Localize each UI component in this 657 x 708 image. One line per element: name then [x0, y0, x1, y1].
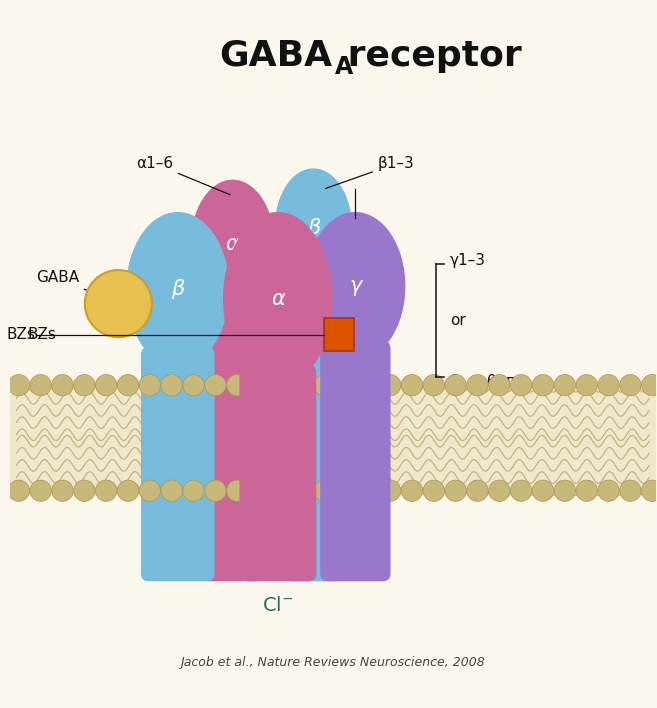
Circle shape	[8, 480, 30, 501]
Circle shape	[401, 480, 422, 501]
Circle shape	[248, 480, 270, 501]
Circle shape	[357, 480, 379, 501]
Text: β: β	[307, 218, 320, 238]
Circle shape	[380, 375, 401, 396]
Circle shape	[270, 375, 292, 396]
Circle shape	[642, 480, 657, 501]
Circle shape	[30, 480, 51, 501]
Text: A: A	[334, 55, 353, 79]
Text: GABA: GABA	[35, 270, 116, 302]
Circle shape	[270, 480, 292, 501]
Ellipse shape	[275, 169, 352, 288]
Ellipse shape	[306, 212, 405, 360]
Circle shape	[336, 375, 357, 396]
Ellipse shape	[223, 212, 332, 387]
Circle shape	[292, 375, 313, 396]
Circle shape	[489, 480, 510, 501]
Text: δ, ε, θ, π: δ, ε, θ, π	[450, 375, 516, 389]
Circle shape	[314, 480, 335, 501]
Circle shape	[445, 375, 466, 396]
Circle shape	[467, 480, 488, 501]
Ellipse shape	[126, 212, 229, 367]
Text: BZs: BZs	[28, 327, 57, 342]
Circle shape	[510, 480, 532, 501]
Circle shape	[401, 375, 422, 396]
FancyBboxPatch shape	[320, 341, 390, 581]
Circle shape	[74, 375, 95, 396]
FancyBboxPatch shape	[284, 270, 342, 581]
Circle shape	[336, 480, 357, 501]
Circle shape	[227, 375, 248, 396]
Circle shape	[85, 270, 152, 337]
Circle shape	[118, 375, 139, 396]
Circle shape	[532, 375, 554, 396]
Circle shape	[205, 375, 226, 396]
Circle shape	[183, 375, 204, 396]
Circle shape	[642, 375, 657, 396]
Circle shape	[139, 375, 160, 396]
Circle shape	[183, 480, 204, 501]
Text: β1–3: β1–3	[326, 156, 415, 188]
Circle shape	[161, 480, 183, 501]
Text: β: β	[171, 280, 185, 299]
Circle shape	[620, 480, 641, 501]
Circle shape	[30, 375, 51, 396]
Text: or: or	[450, 313, 466, 328]
Text: α: α	[271, 289, 284, 309]
Circle shape	[489, 375, 510, 396]
Text: receptor: receptor	[334, 39, 522, 73]
Circle shape	[576, 375, 597, 396]
Circle shape	[598, 480, 619, 501]
Text: α1–6: α1–6	[136, 156, 230, 195]
Circle shape	[292, 480, 313, 501]
Circle shape	[555, 375, 576, 396]
Text: Cl$^{-}$: Cl$^{-}$	[262, 596, 294, 615]
Circle shape	[357, 375, 379, 396]
Circle shape	[510, 375, 532, 396]
Circle shape	[161, 375, 183, 396]
Circle shape	[0, 375, 8, 396]
Circle shape	[467, 375, 488, 396]
Circle shape	[532, 480, 554, 501]
Circle shape	[205, 480, 226, 501]
Circle shape	[445, 480, 466, 501]
Circle shape	[555, 480, 576, 501]
Circle shape	[0, 480, 8, 501]
Circle shape	[576, 480, 597, 501]
Circle shape	[423, 480, 445, 501]
Circle shape	[620, 375, 641, 396]
Text: GABA: GABA	[219, 39, 332, 73]
Text: BZs: BZs	[7, 327, 35, 342]
Bar	[10, 379, 656, 496]
Circle shape	[74, 480, 95, 501]
Circle shape	[598, 375, 619, 396]
Circle shape	[314, 375, 335, 396]
Text: γ1–3: γ1–3	[450, 253, 486, 268]
Bar	[324, 319, 354, 350]
Circle shape	[8, 375, 30, 396]
Ellipse shape	[191, 180, 275, 309]
Text: γ: γ	[349, 276, 361, 296]
Circle shape	[95, 480, 117, 501]
Circle shape	[423, 375, 445, 396]
Circle shape	[95, 375, 117, 396]
FancyBboxPatch shape	[202, 291, 263, 581]
Circle shape	[52, 375, 73, 396]
Circle shape	[52, 480, 73, 501]
Circle shape	[139, 480, 160, 501]
Circle shape	[227, 480, 248, 501]
Text: Jacob et al., Nature Reviews Neuroscience, 2008: Jacob et al., Nature Reviews Neuroscienc…	[181, 656, 485, 669]
Circle shape	[118, 480, 139, 501]
Text: α: α	[226, 234, 240, 254]
FancyBboxPatch shape	[239, 365, 316, 581]
FancyBboxPatch shape	[141, 347, 215, 581]
Circle shape	[380, 480, 401, 501]
Circle shape	[248, 375, 270, 396]
